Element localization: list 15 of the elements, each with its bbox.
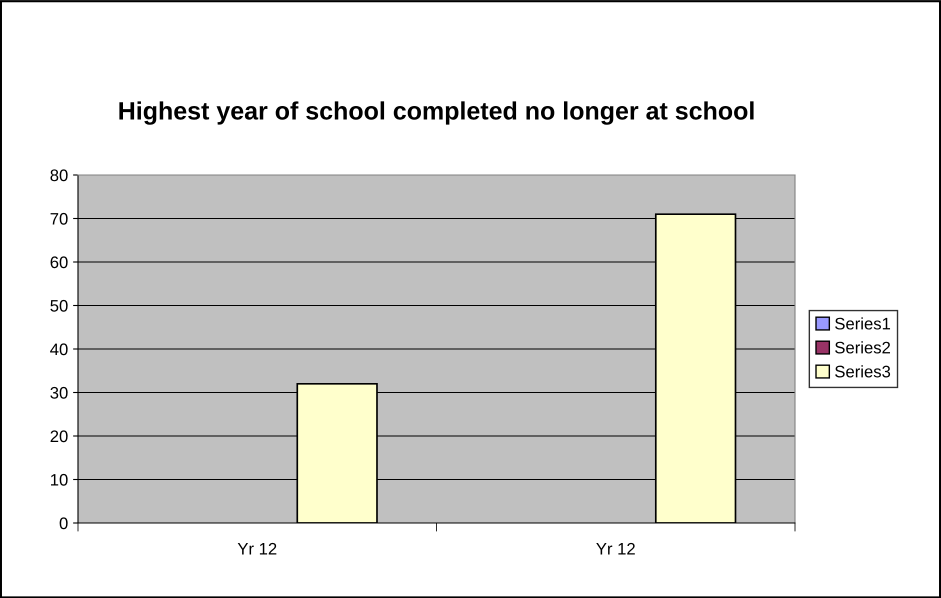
y-tick-label: 0 bbox=[60, 517, 68, 530]
y-tick-label: 30 bbox=[50, 386, 68, 399]
legend-label: Series3 bbox=[835, 365, 890, 378]
legend-label: Series2 bbox=[835, 341, 890, 354]
x-tick-label: Yr 12 bbox=[238, 542, 276, 555]
legend-label: Series1 bbox=[835, 317, 890, 330]
chart-title: Highest year of school completed no longer at school bbox=[119, 101, 754, 125]
y-tick-label: 40 bbox=[50, 343, 68, 356]
y-tick-label: 10 bbox=[51, 474, 68, 486]
x-tick-label: Yr 12 bbox=[596, 542, 635, 555]
y-tick-label: 20 bbox=[50, 430, 68, 442]
y-tick-label: 50 bbox=[50, 300, 68, 312]
y-tick-label: 60 bbox=[50, 256, 68, 268]
y-tick-label: 80 bbox=[50, 169, 68, 182]
y-tick-label: 70 bbox=[50, 212, 68, 225]
